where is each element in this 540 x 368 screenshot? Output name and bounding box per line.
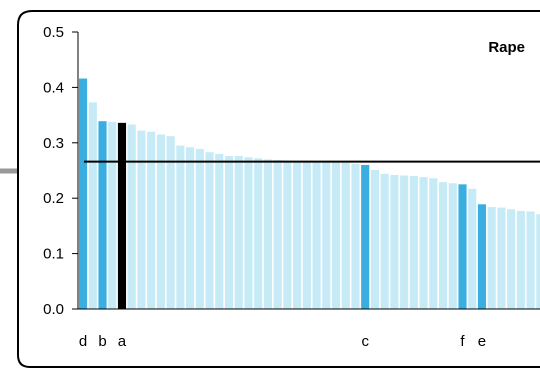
y-tick-label: 0.1 — [43, 246, 64, 263]
bar — [312, 161, 321, 309]
bar — [88, 102, 97, 309]
bar — [224, 156, 234, 309]
bar — [108, 121, 117, 309]
bar — [263, 159, 272, 309]
bar — [147, 131, 156, 309]
bar — [215, 153, 224, 309]
bar — [283, 160, 292, 309]
bar — [400, 175, 409, 309]
bar — [234, 156, 243, 309]
bar — [293, 161, 302, 309]
category-label-b: b — [98, 333, 106, 350]
bar — [468, 188, 477, 309]
bar — [127, 124, 136, 309]
chart-frame — [17, 10, 540, 368]
bar — [137, 130, 146, 309]
bars-group — [79, 78, 540, 309]
category-label-f: f — [460, 333, 465, 350]
bar — [186, 147, 195, 309]
bar-c — [361, 164, 370, 309]
bar — [536, 214, 540, 309]
bar — [507, 209, 516, 309]
bar-f — [458, 184, 467, 309]
bar-e — [477, 204, 487, 309]
y-tick-label: 0.3 — [43, 135, 64, 152]
bar — [244, 157, 253, 309]
category-label-a: a — [118, 333, 127, 350]
bar — [176, 145, 185, 309]
bar-b — [98, 121, 107, 309]
category-label-e: e — [478, 333, 486, 350]
category-label-d: d — [79, 333, 87, 350]
bar — [409, 176, 418, 309]
y-tick-label: 0.4 — [43, 79, 64, 96]
bar — [419, 177, 428, 309]
bar — [322, 161, 331, 309]
y-tick-label: 0.0 — [43, 301, 64, 318]
bar — [351, 163, 360, 309]
bar — [380, 173, 389, 309]
bar — [273, 159, 282, 309]
bar — [516, 210, 525, 309]
bar — [254, 158, 263, 309]
bar — [429, 178, 438, 309]
bar-a — [117, 122, 127, 309]
bar — [166, 136, 175, 309]
bar — [156, 134, 165, 309]
y-tick-label: 0.5 — [43, 24, 64, 41]
bar — [390, 174, 399, 309]
bar — [487, 207, 496, 309]
bar — [205, 152, 214, 309]
bar — [302, 161, 311, 309]
y-axis-ticks: 0.0 0.1 0.2 0.3 0.4 0.5 — [43, 24, 78, 318]
chart-title: Rape — [488, 39, 525, 56]
bar — [195, 148, 204, 309]
bar-d — [79, 78, 88, 309]
bar — [341, 162, 350, 309]
bar — [526, 211, 535, 309]
bar — [370, 169, 380, 309]
bar — [331, 162, 341, 309]
y-tick-label: 0.2 — [43, 190, 64, 207]
bar — [448, 183, 457, 309]
bar — [497, 207, 506, 309]
category-label-c: c — [361, 333, 369, 350]
bar — [438, 182, 448, 309]
